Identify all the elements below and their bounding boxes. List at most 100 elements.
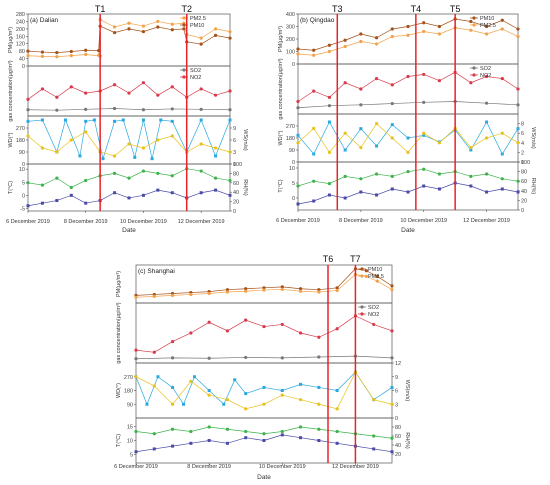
y2-tick-label: 20 xyxy=(233,200,239,206)
data-point-pm25 xyxy=(170,22,174,26)
y-tick-label: 120 xyxy=(16,42,25,48)
y2-tick-label: 2 xyxy=(521,150,524,156)
data-point-ws xyxy=(225,398,230,402)
data-point-so2 xyxy=(55,108,59,112)
y-tick-label: 5 xyxy=(292,181,295,187)
data-point-wd xyxy=(26,119,30,123)
data-point-rh xyxy=(298,425,303,429)
data-point-temp xyxy=(437,187,441,191)
x-tick-label: 12 December 2019 xyxy=(332,464,379,470)
data-point-pm10 xyxy=(225,288,230,292)
series-rh xyxy=(296,167,520,188)
series-so2 xyxy=(26,106,232,112)
data-point-so2 xyxy=(516,103,520,107)
data-point-no2 xyxy=(134,348,138,352)
data-point-pm10 xyxy=(500,18,504,22)
data-point-rh xyxy=(437,172,442,176)
data-point-rh xyxy=(69,185,73,190)
x-tick-label: 8 December 2019 xyxy=(64,219,108,225)
data-point-rh xyxy=(134,429,138,434)
data-point-rh xyxy=(225,427,230,431)
data-point-no2 xyxy=(199,87,203,91)
data-point-no2 xyxy=(280,322,284,327)
data-point-wd xyxy=(214,154,218,158)
data-point-pm10 xyxy=(84,48,88,52)
legend-marker xyxy=(472,66,476,70)
y2-tick-label: 40 xyxy=(395,443,401,449)
y-tick-label: 100 xyxy=(286,50,295,56)
y-tick-label: -5 xyxy=(20,206,25,212)
legend-marker xyxy=(472,73,476,77)
y2-tick-label: 60 xyxy=(233,181,239,187)
data-point-wd xyxy=(299,382,303,386)
legend-marker xyxy=(472,16,476,20)
data-point-no2 xyxy=(152,350,156,354)
data-point-temp xyxy=(296,202,300,206)
series-line-temp xyxy=(135,434,393,453)
data-point-no2 xyxy=(228,89,232,93)
data-point-pm10 xyxy=(228,36,232,40)
y2-tick-label: 6 xyxy=(521,131,524,137)
data-point-so2 xyxy=(244,355,248,360)
data-point-wd xyxy=(133,155,137,159)
chart-title: (b) Qingdao xyxy=(300,17,335,24)
data-point-pm10 xyxy=(422,21,426,25)
legend-label: NO2 xyxy=(480,73,491,79)
data-point-wd xyxy=(343,148,347,152)
data-point-pm25 xyxy=(199,36,203,40)
data-point-rh xyxy=(189,429,193,434)
data-point-so2 xyxy=(484,101,489,105)
data-point-rh xyxy=(317,427,321,431)
data-point-so2 xyxy=(112,106,117,111)
data-point-so2 xyxy=(228,108,232,112)
data-point-pm25 xyxy=(280,287,284,291)
data-point-temp xyxy=(225,441,229,445)
data-point-ws xyxy=(189,379,193,383)
event-label: T1 xyxy=(95,4,106,14)
y-axis-label: T(°C) xyxy=(8,181,14,194)
data-point-no2 xyxy=(372,322,376,327)
data-point-wd xyxy=(485,120,489,124)
panel-c-3: 5 10 15 20 40 60 80 T(°C) RH(%) xyxy=(116,417,410,464)
data-point-pm25 xyxy=(170,293,175,297)
x-tick-label: 12 December 2019 xyxy=(178,219,225,225)
data-point-no2 xyxy=(112,83,117,87)
data-point-pm10 xyxy=(359,32,363,36)
data-point-wd xyxy=(262,385,266,389)
y-tick-label: 0 xyxy=(292,160,295,166)
y2-tick-label: 0 xyxy=(233,209,236,215)
data-point-temp xyxy=(152,447,156,451)
data-point-rh xyxy=(469,174,473,178)
legend-label: PM10 xyxy=(368,267,382,273)
data-point-no2 xyxy=(406,74,410,79)
y-axis-label: gas concentration(μg/m³) xyxy=(278,58,284,119)
data-point-ws xyxy=(69,138,73,142)
data-point-rh xyxy=(343,174,347,178)
y-tick-label: 200 xyxy=(286,37,295,43)
data-point-pm25 xyxy=(317,290,321,294)
series-pm25 xyxy=(26,17,232,59)
data-point-rh xyxy=(199,169,203,173)
y-tick-label: 90 xyxy=(127,402,133,408)
legend-marker xyxy=(360,274,364,278)
data-point-wd xyxy=(171,385,175,389)
data-point-ws xyxy=(199,142,203,146)
panel-a-2: 0 90 180 270 0 3 6 9 WD(°) WS(m/s) xyxy=(8,115,248,168)
data-point-rh xyxy=(327,182,332,186)
y2-tick-label: 0 xyxy=(233,162,236,168)
data-point-temp xyxy=(500,187,504,191)
data-point-pm25 xyxy=(156,19,160,24)
data-point-rh xyxy=(152,432,156,436)
data-point-no2 xyxy=(327,95,332,99)
y-axis-label: WD(°) xyxy=(278,130,284,145)
data-point-wd xyxy=(233,378,237,382)
y2-tick-label: 12 xyxy=(395,361,401,367)
data-point-rh xyxy=(26,181,30,185)
data-point-no2 xyxy=(484,74,489,79)
y2-axis-label: WS(m/s) xyxy=(404,380,410,402)
data-point-rh xyxy=(213,176,218,180)
data-point-wd xyxy=(359,127,363,131)
data-point-rh xyxy=(312,179,316,183)
